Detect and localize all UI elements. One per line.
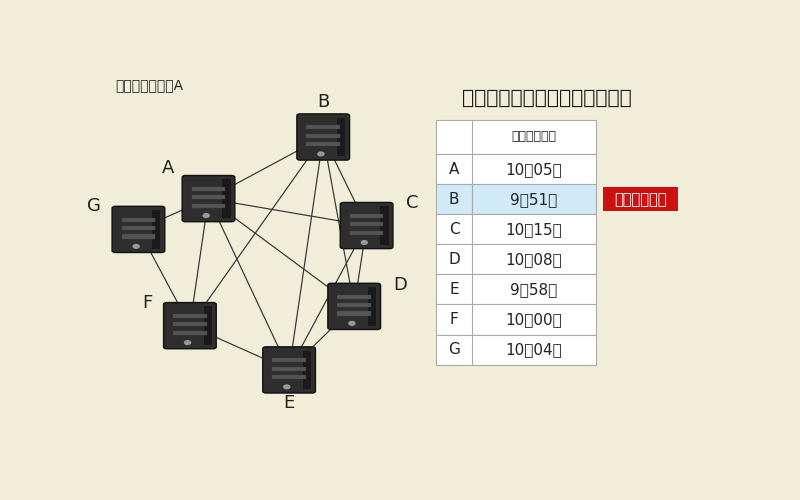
Bar bbox=[337, 118, 346, 156]
Circle shape bbox=[318, 152, 324, 156]
Circle shape bbox=[362, 240, 367, 244]
Bar bbox=[272, 366, 306, 371]
Bar bbox=[338, 294, 371, 299]
Text: G: G bbox=[87, 198, 102, 216]
Bar bbox=[350, 230, 383, 235]
Bar bbox=[350, 214, 383, 218]
Bar bbox=[436, 120, 596, 154]
Text: 9分58秒: 9分58秒 bbox=[510, 282, 558, 297]
FancyBboxPatch shape bbox=[328, 284, 381, 330]
Bar bbox=[436, 154, 596, 184]
Text: A: A bbox=[449, 162, 459, 177]
Bar bbox=[380, 206, 389, 245]
Text: 台帳作成時間: 台帳作成時間 bbox=[511, 130, 557, 143]
Bar bbox=[192, 195, 226, 200]
Bar bbox=[436, 304, 596, 334]
FancyBboxPatch shape bbox=[340, 202, 393, 248]
Text: F: F bbox=[142, 294, 153, 312]
Text: 10分04秒: 10分04秒 bbox=[506, 342, 562, 357]
Text: F: F bbox=[450, 312, 458, 327]
Bar bbox=[152, 210, 161, 248]
Text: D: D bbox=[394, 276, 407, 294]
Text: 9分51秒: 9分51秒 bbox=[510, 192, 558, 207]
Text: 報酔ＧＥＴ！: 報酔ＧＥＴ！ bbox=[614, 192, 667, 207]
Text: B: B bbox=[449, 192, 459, 207]
Text: 10分15秒: 10分15秒 bbox=[506, 222, 562, 237]
Bar bbox=[272, 358, 306, 362]
Text: 10分00秒: 10分00秒 bbox=[506, 312, 562, 327]
FancyBboxPatch shape bbox=[163, 302, 216, 349]
Circle shape bbox=[203, 214, 209, 218]
Text: D: D bbox=[448, 252, 460, 267]
Bar bbox=[436, 274, 596, 304]
Bar bbox=[173, 314, 206, 318]
Bar bbox=[338, 312, 371, 316]
Text: E: E bbox=[450, 282, 459, 297]
Text: G: G bbox=[448, 342, 460, 357]
FancyBboxPatch shape bbox=[182, 176, 235, 222]
Bar bbox=[203, 306, 212, 345]
Text: B: B bbox=[317, 94, 330, 112]
Bar bbox=[350, 222, 383, 226]
Bar bbox=[306, 134, 340, 138]
Circle shape bbox=[284, 385, 290, 388]
Bar bbox=[306, 125, 340, 130]
Circle shape bbox=[133, 244, 139, 248]
FancyBboxPatch shape bbox=[112, 206, 165, 252]
Bar bbox=[222, 180, 230, 218]
Bar bbox=[122, 234, 155, 238]
Bar bbox=[338, 303, 371, 307]
Bar bbox=[306, 142, 340, 146]
Bar bbox=[192, 204, 226, 208]
FancyBboxPatch shape bbox=[262, 347, 315, 393]
Bar bbox=[436, 184, 596, 214]
Text: C: C bbox=[406, 194, 418, 212]
Bar bbox=[302, 350, 311, 389]
Bar bbox=[436, 214, 596, 244]
Text: C: C bbox=[449, 222, 459, 237]
Bar bbox=[122, 218, 155, 222]
Bar bbox=[173, 330, 206, 335]
Text: マイニング報酔の仕組み（例）: マイニング報酔の仕組み（例） bbox=[462, 89, 631, 108]
Text: コンピューターA: コンピューターA bbox=[115, 78, 184, 92]
Circle shape bbox=[349, 322, 355, 325]
Bar bbox=[173, 322, 206, 326]
Text: 10分05秒: 10分05秒 bbox=[506, 162, 562, 177]
FancyBboxPatch shape bbox=[603, 188, 678, 212]
Bar bbox=[368, 287, 376, 326]
Text: E: E bbox=[283, 394, 294, 411]
Text: A: A bbox=[162, 159, 174, 177]
Bar bbox=[272, 375, 306, 379]
Text: 10分08秒: 10分08秒 bbox=[506, 252, 562, 267]
Circle shape bbox=[185, 340, 190, 344]
Bar bbox=[122, 226, 155, 230]
Bar bbox=[436, 244, 596, 274]
FancyBboxPatch shape bbox=[297, 114, 350, 160]
Bar bbox=[192, 186, 226, 191]
Bar bbox=[436, 334, 596, 364]
